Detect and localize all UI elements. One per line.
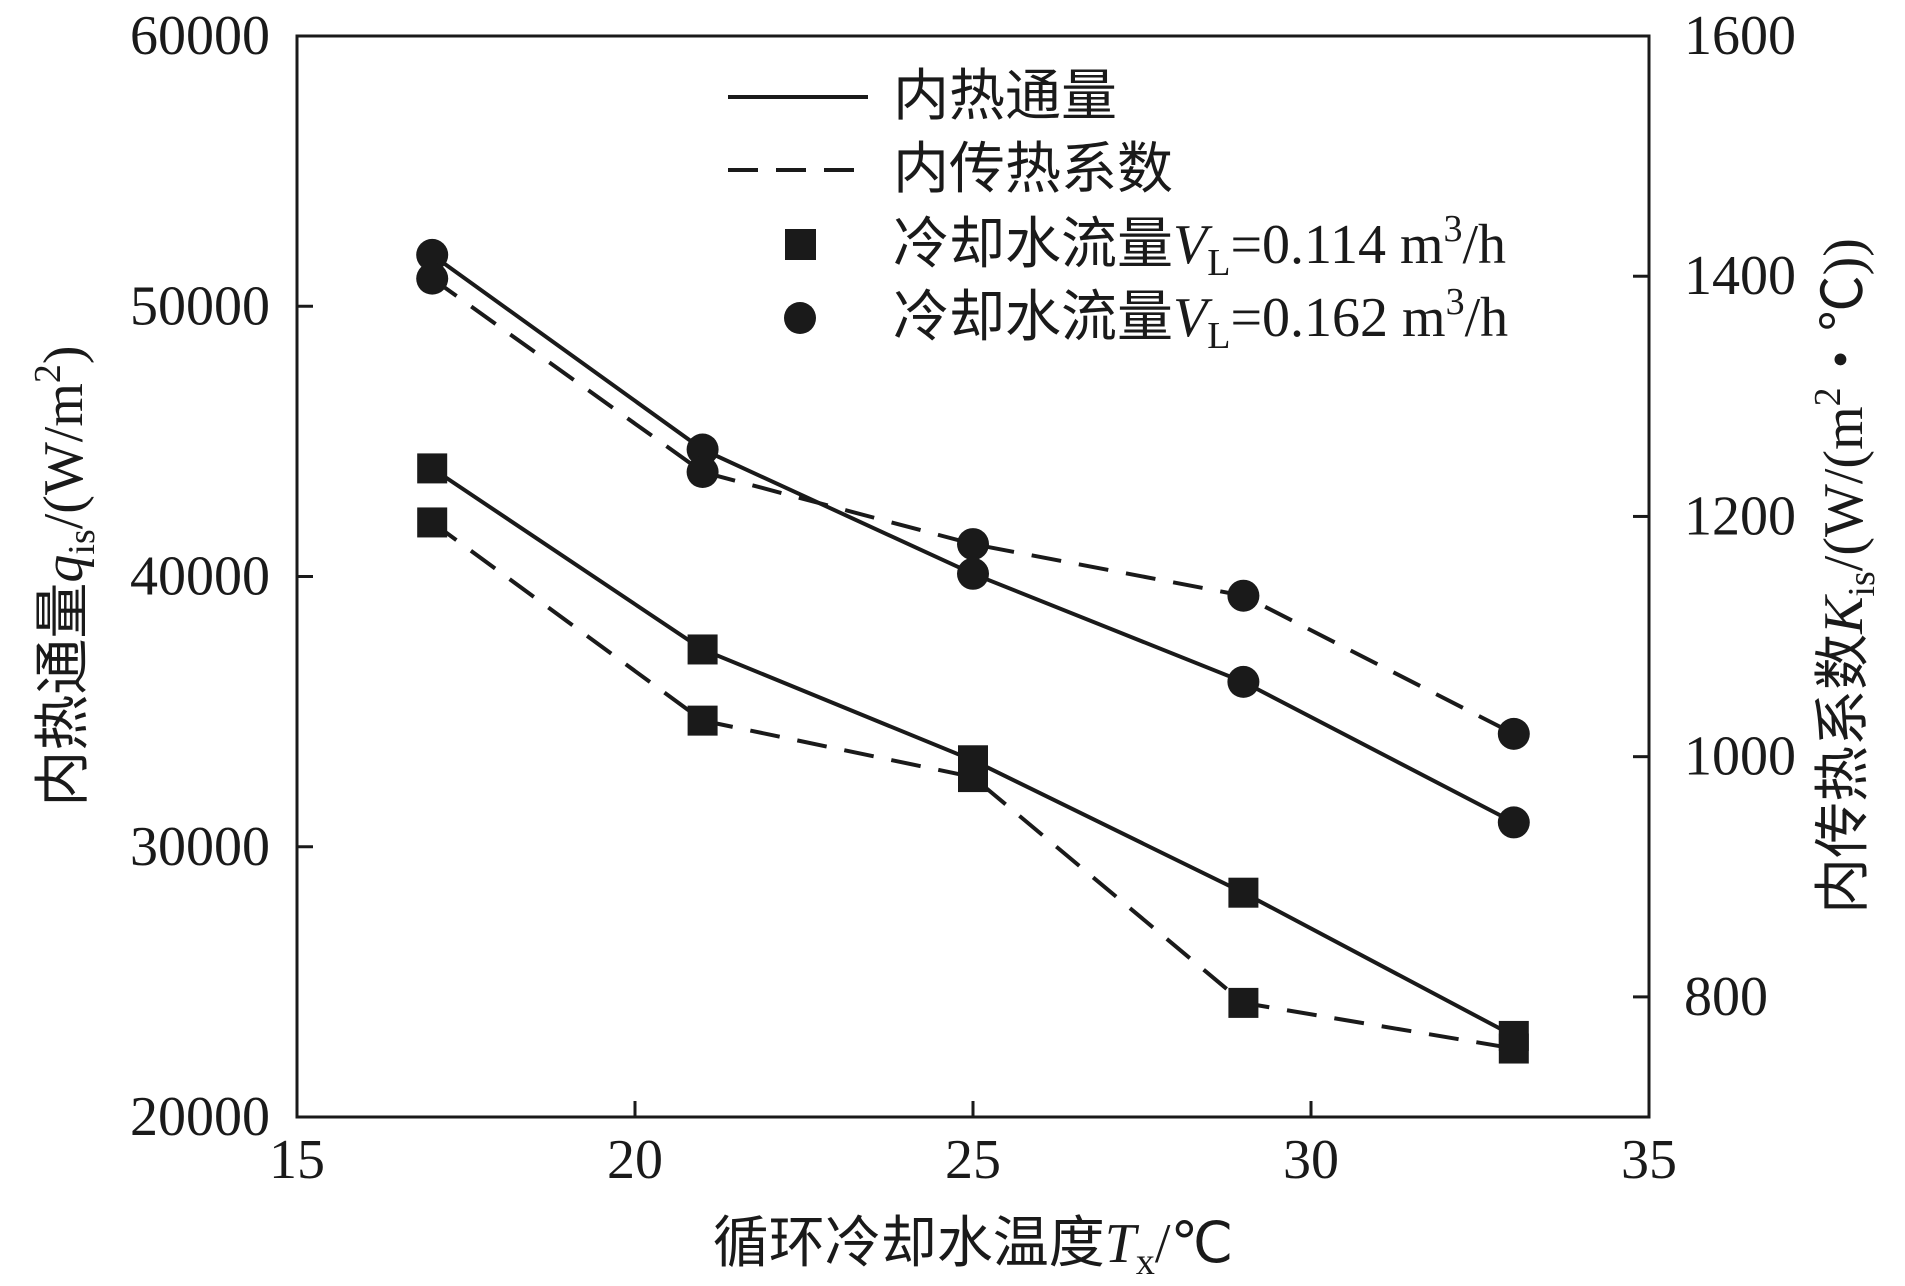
data-point-square-0-3 <box>1228 877 1259 908</box>
legend-solid-label: 内热通量 <box>893 64 1117 129</box>
y-left-tick-label: 20000 <box>130 1086 270 1148</box>
data-point-circle-2-4 <box>1497 806 1530 839</box>
y-left-axis-title: 内热通量qis/(W/m2) <box>27 345 103 806</box>
legend-square-label: 冷却水流量VL=0.114 m3/h <box>893 208 1506 284</box>
y-right-tick-label: 800 <box>1684 966 1768 1028</box>
data-point-circle-2-1 <box>686 433 719 466</box>
legend-dashed-label: 内传热系数 <box>893 137 1173 202</box>
ticks: 15 20 25 30 35 20000 30000 40000 50000 60000 800 10… <box>130 5 1796 1191</box>
data-point-square-1-4 <box>1498 1033 1529 1064</box>
legend-circle-label: 冷却水流量VL=0.162 m3/h <box>893 281 1508 357</box>
y-left-tick-label: 60000 <box>130 5 270 67</box>
data-point-circle-3-4 <box>1497 717 1530 750</box>
y-right-tick-label: 1200 <box>1684 485 1796 547</box>
data-point-circle-2-0 <box>416 238 449 271</box>
data-point-circle-2-2 <box>957 557 989 590</box>
y-right-tick-label: 1000 <box>1684 726 1796 788</box>
data-point-square-0-1 <box>687 634 718 665</box>
y-left-tick-label: 40000 <box>130 546 270 608</box>
data-point-square-1-1 <box>687 705 718 736</box>
data-point-circle-3-1 <box>686 456 719 489</box>
y-right-axis-title: 内传热系数Kis/(W/(m2・℃)) <box>1807 238 1883 914</box>
data-point-circle-2-3 <box>1227 665 1260 698</box>
x-tick-label: 20 <box>607 1129 663 1191</box>
x-tick-label: 35 <box>1621 1129 1677 1191</box>
data-point-circle-3-2 <box>957 528 989 561</box>
data-point-square-1-2 <box>958 762 988 793</box>
x-axis-title: 循环冷却水温度Tx/℃ <box>713 1211 1234 1283</box>
y-left-tick-label: 50000 <box>130 275 270 337</box>
data-point-circle-3-0 <box>416 262 449 295</box>
x-tick-label: 25 <box>945 1129 1001 1191</box>
data-point-square-1-0 <box>417 507 448 538</box>
data-point-square-0-0 <box>417 453 448 484</box>
series-group <box>416 238 1530 1064</box>
x-tick-label: 30 <box>1283 1129 1339 1191</box>
data-point-square-1-3 <box>1228 987 1259 1018</box>
y-right-tick-label: 1600 <box>1684 5 1796 67</box>
y-left-tick-label: 30000 <box>130 816 270 878</box>
x-tick-label: 15 <box>269 1129 325 1191</box>
legend-square-marker-icon <box>785 229 816 260</box>
data-point-circle-3-3 <box>1227 579 1260 612</box>
series-line-3 <box>431 276 1515 736</box>
legend-circle-marker-icon <box>784 302 816 334</box>
y-right-tick-label: 1400 <box>1684 245 1796 307</box>
